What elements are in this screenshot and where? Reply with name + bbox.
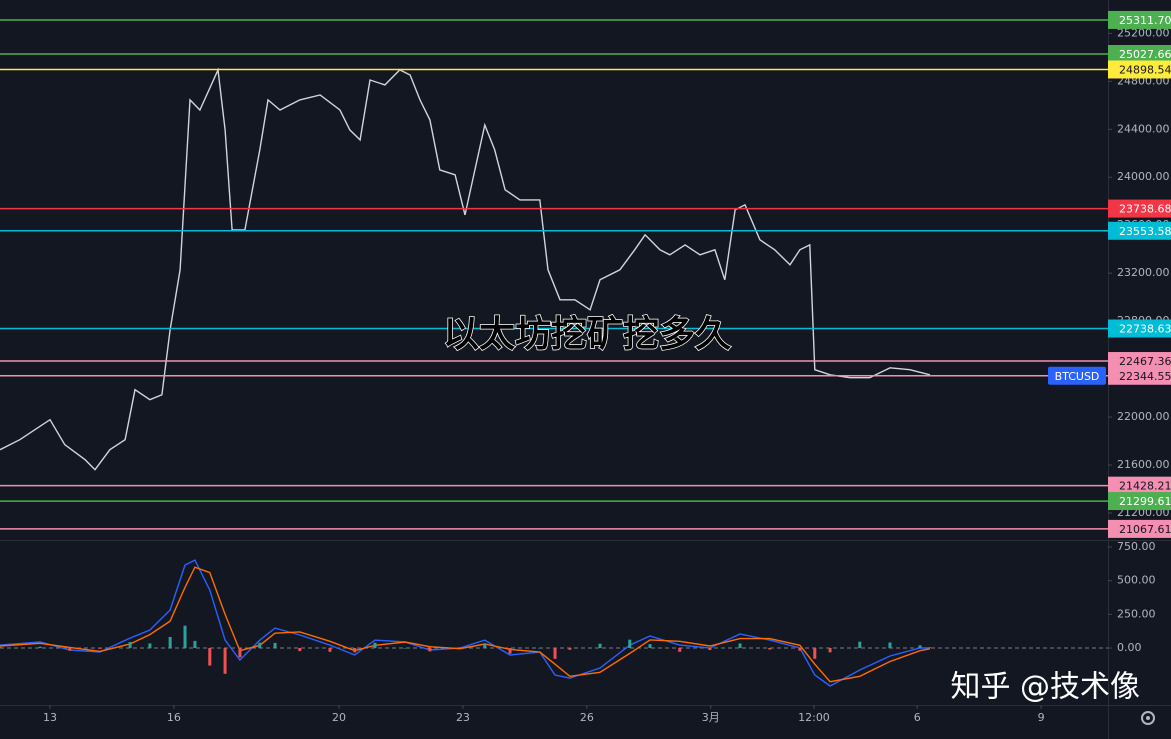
level-label: 22738.63: [1119, 323, 1171, 336]
series-line: [0, 559, 930, 687]
histogram-bar: [223, 648, 227, 674]
watermark: 知乎 @技术像: [950, 670, 1140, 705]
level-label-box: [1108, 221, 1171, 240]
y-tick-label: 24400.00: [1117, 122, 1170, 135]
level-label: 23738.68: [1119, 203, 1171, 216]
x-tick-label: 23: [456, 711, 470, 724]
y-tick-label: 0.00: [1117, 641, 1142, 654]
histogram-bar: [183, 625, 187, 649]
watermark: 以太坊挖矿挖多久: [443, 314, 731, 355]
histogram-bar: [678, 648, 682, 652]
symbol-tag-label: BTCUSD: [1055, 370, 1100, 383]
level-label-box: [1108, 492, 1171, 511]
x-tick-label: 20: [332, 711, 346, 724]
series-line: [0, 566, 931, 683]
histogram-bar: [828, 648, 832, 653]
histogram-bar: [353, 648, 357, 653]
histogram-bar: [798, 648, 802, 651]
level-label-box: [1108, 45, 1171, 64]
histogram-bar: [458, 647, 462, 649]
histogram-bar: [738, 643, 742, 649]
y-tick-label: 23200.00: [1117, 266, 1170, 279]
x-tick-label: 12:00: [798, 711, 830, 724]
level-label: 25311.70: [1119, 14, 1171, 27]
x-tick-label: 16: [167, 711, 181, 724]
level-label: 21299.61: [1119, 495, 1171, 508]
x-tick-label: 3月: [702, 711, 720, 724]
histogram-bar: [373, 642, 377, 649]
plot-area: 21200.0021600.0022000.0022400.0022800.00…: [0, 10, 1171, 724]
level-label-box: [1108, 476, 1171, 495]
level-label-box: [1108, 319, 1171, 338]
histogram-bar: [918, 645, 922, 649]
histogram-bar: [568, 648, 572, 650]
series-line: [0, 67, 931, 471]
histogram-bar: [598, 643, 602, 649]
level-label: 24898.54: [1119, 63, 1171, 76]
histogram-bar: [708, 648, 712, 651]
histogram-bar: [813, 648, 817, 659]
histogram-bar: [193, 640, 197, 649]
level-label-box: [1108, 519, 1171, 538]
level-label-box: [1108, 366, 1171, 385]
histogram-bar: [928, 647, 932, 649]
histogram-bar: [0, 647, 2, 649]
histogram-bar: [648, 644, 652, 649]
histogram-bar: [328, 648, 332, 652]
level-label-box: [1108, 352, 1171, 371]
histogram-bar: [273, 642, 277, 649]
histogram-bar: [168, 636, 172, 649]
x-tick-label: 26: [580, 711, 594, 724]
level-label: 22467.36: [1119, 355, 1171, 368]
histogram-bar: [538, 648, 542, 649]
level-label-box: [1108, 199, 1171, 218]
x-tick-label: 6: [914, 711, 921, 724]
y-tick-label: 24000.00: [1117, 170, 1170, 183]
histogram-bar: [888, 642, 892, 649]
y-tick-label: 25200.00: [1117, 26, 1170, 39]
histogram-bar: [628, 639, 632, 649]
x-tick-label: 9: [1038, 711, 1045, 724]
histogram-bar: [208, 648, 212, 666]
gear[interactable]: [1141, 711, 1155, 725]
histogram-bar: [258, 642, 262, 649]
histogram-bar: [858, 641, 862, 649]
histogram-bar: [403, 648, 407, 649]
histogram-bar: [508, 648, 512, 654]
settings-icon[interactable]: [1141, 711, 1155, 725]
level-label: 23553.58: [1119, 225, 1171, 238]
level-label-box: [1108, 60, 1171, 79]
histogram-bar: [298, 648, 302, 652]
level-label: 22344.55: [1119, 370, 1171, 383]
histogram-bar: [238, 648, 242, 658]
y-tick-label: 750.00: [1117, 540, 1156, 553]
histogram-bar: [553, 648, 557, 659]
histogram-bar: [148, 643, 152, 649]
histogram-bar: [98, 648, 102, 649]
y-tick-label: 21600.00: [1117, 458, 1170, 471]
level-label: 25027.66: [1119, 48, 1171, 61]
histogram-bar: [38, 646, 42, 649]
histogram-bar: [428, 648, 432, 652]
histogram-bar: [68, 648, 72, 651]
y-tick-label: 250.00: [1117, 607, 1156, 620]
level-label-box: [1108, 10, 1171, 29]
gear-center[interactable]: [1146, 716, 1150, 720]
level-label: 21428.21: [1119, 480, 1171, 493]
histogram-bar: [483, 644, 487, 649]
symbol-tag: [1048, 366, 1106, 385]
y-tick-label: 500.00: [1117, 574, 1156, 587]
histogram-bar: [768, 648, 772, 650]
level-label: 21067.61: [1119, 523, 1171, 536]
x-tick-label: 13: [43, 711, 57, 724]
y-tick-label: 22000.00: [1117, 410, 1170, 423]
histogram-bar: [128, 642, 132, 649]
